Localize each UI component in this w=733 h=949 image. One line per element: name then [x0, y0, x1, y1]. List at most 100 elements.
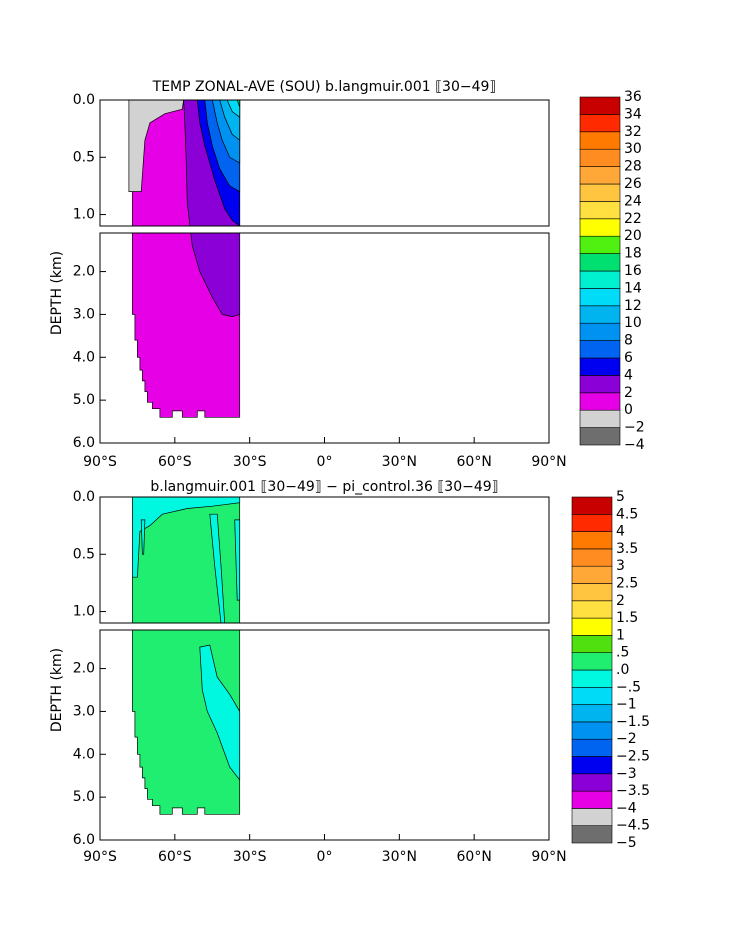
- x-tick-label: 60°S: [158, 849, 192, 865]
- colorbar-label: 1.5: [616, 610, 638, 626]
- colorbar-box: [571, 565, 613, 584]
- colorbar-label: −1.5: [616, 714, 650, 730]
- y-axis-label: DEPTH (km): [49, 648, 65, 732]
- colorbar-box: [579, 392, 621, 411]
- y-tick-label: 6.0: [73, 435, 95, 451]
- x-tick-label: 90°S: [83, 849, 117, 865]
- segment: [132, 630, 241, 815]
- colorbar-box: [571, 531, 613, 550]
- y-tick-label: 1.0: [73, 207, 95, 223]
- y-tick-label: 6.0: [73, 832, 95, 848]
- colorbar-label: −2: [624, 420, 645, 436]
- colorbar-label: 5: [616, 489, 625, 505]
- x-tick-label: 0°: [317, 454, 333, 470]
- x-tick-label: 60°S: [158, 454, 192, 470]
- colorbar-box: [579, 340, 621, 359]
- colorbar-box: [579, 288, 621, 307]
- colorbar-label: 18: [624, 246, 642, 262]
- colorbar-box: [571, 756, 613, 775]
- colorbar-label: −4: [616, 800, 637, 816]
- colorbar-box: [579, 427, 621, 446]
- colorbar-box: [579, 96, 621, 115]
- colorbar-label: 16: [624, 263, 642, 279]
- colorbar-label: 4: [616, 524, 625, 540]
- segment: [132, 233, 241, 418]
- colorbar-box: [579, 375, 621, 394]
- colorbar-label: .0: [616, 662, 629, 678]
- x-tick-label: 30°N: [382, 849, 417, 865]
- colorbar-label: −2.5: [616, 749, 650, 765]
- y-tick-label: 2.0: [73, 264, 95, 280]
- colorbar-box: [571, 513, 613, 532]
- x-tick-label: 30°N: [382, 454, 417, 470]
- colorbar-label: 28: [624, 159, 642, 175]
- colorbar-label: 24: [624, 193, 642, 209]
- colorbar-box: [579, 409, 621, 428]
- colorbar-box: [579, 235, 621, 254]
- colorbar-box: [571, 738, 613, 757]
- chart-title: b.langmuir.001 ⟦30−49⟧ − pi_control.36 ⟦…: [150, 479, 498, 495]
- contour-region: [132, 497, 241, 578]
- y-tick-label: 1.0: [73, 604, 95, 620]
- colorbar-box: [579, 201, 621, 220]
- colorbar-box: [571, 704, 613, 723]
- colorbar-box: [571, 600, 613, 619]
- colorbar-label: −3: [616, 766, 637, 782]
- colorbar-label: 2: [624, 385, 633, 401]
- plot-frame: [99, 99, 550, 227]
- colorbar-label: 0: [624, 402, 633, 418]
- colorbar-label: 2: [616, 593, 625, 609]
- colorbar-box: [571, 808, 613, 827]
- colorbar-label: 6: [624, 350, 633, 366]
- colorbar-label: 8: [624, 333, 633, 349]
- colorbar-box: [571, 721, 613, 740]
- colorbar-box: [571, 617, 613, 636]
- colorbar-box: [571, 686, 613, 705]
- colorbar-label: −4.5: [616, 818, 650, 834]
- contour-region: [226, 100, 241, 118]
- colorbar-box: [571, 825, 613, 844]
- y-tick-label: 0.0: [73, 92, 95, 108]
- colorbar-box: [579, 114, 621, 133]
- colorbar-label: .5: [616, 645, 629, 661]
- x-tick-label: 90°N: [531, 454, 566, 470]
- y-axis-label: DEPTH (km): [49, 251, 65, 335]
- x-tick-label: 60°N: [457, 454, 492, 470]
- colorbar-box: [579, 131, 621, 150]
- y-tick-label: 3.0: [73, 306, 95, 322]
- colorbar-label: 26: [624, 176, 642, 192]
- colorbar-label: 3.5: [616, 541, 638, 557]
- y-tick-label: 4.0: [73, 349, 95, 365]
- contour-region: [140, 519, 146, 555]
- contour-region: [199, 644, 241, 782]
- colorbar-label: −3.5: [616, 783, 650, 799]
- y-tick-label: 0.0: [73, 489, 95, 505]
- colorbar-label: −5: [616, 835, 637, 851]
- colorbar-box: [571, 635, 613, 654]
- colorbar-label: −1: [616, 697, 637, 713]
- colorbar-box: [571, 548, 613, 567]
- x-tick-label: 0°: [317, 849, 333, 865]
- colorbar-box: [579, 305, 621, 324]
- colorbar-label: 34: [624, 106, 642, 122]
- segment: [132, 497, 241, 623]
- colorbar-box: [579, 322, 621, 341]
- contour-region: [236, 100, 241, 108]
- colorbar-label: 3: [616, 558, 625, 574]
- segment: [128, 100, 241, 226]
- y-tick-label: 5.0: [73, 789, 95, 805]
- colorbar-label: 4: [624, 367, 633, 383]
- colorbar-label: 2.5: [616, 576, 638, 592]
- colorbar-label: 1: [616, 627, 625, 643]
- colorbar-label: −2: [616, 731, 637, 747]
- colorbar-box: [571, 496, 613, 515]
- colorbar-label: 36: [624, 89, 642, 105]
- colorbar-box: [571, 790, 613, 809]
- x-tick-label: 60°N: [457, 849, 492, 865]
- colorbar-box: [579, 148, 621, 167]
- colorbar-label: 22: [624, 211, 642, 227]
- y-tick-label: 3.0: [73, 703, 95, 719]
- chart-title: TEMP ZONAL-AVE (SOU) b.langmuir.001 ⟦30−…: [152, 79, 497, 95]
- contour-region: [128, 100, 184, 192]
